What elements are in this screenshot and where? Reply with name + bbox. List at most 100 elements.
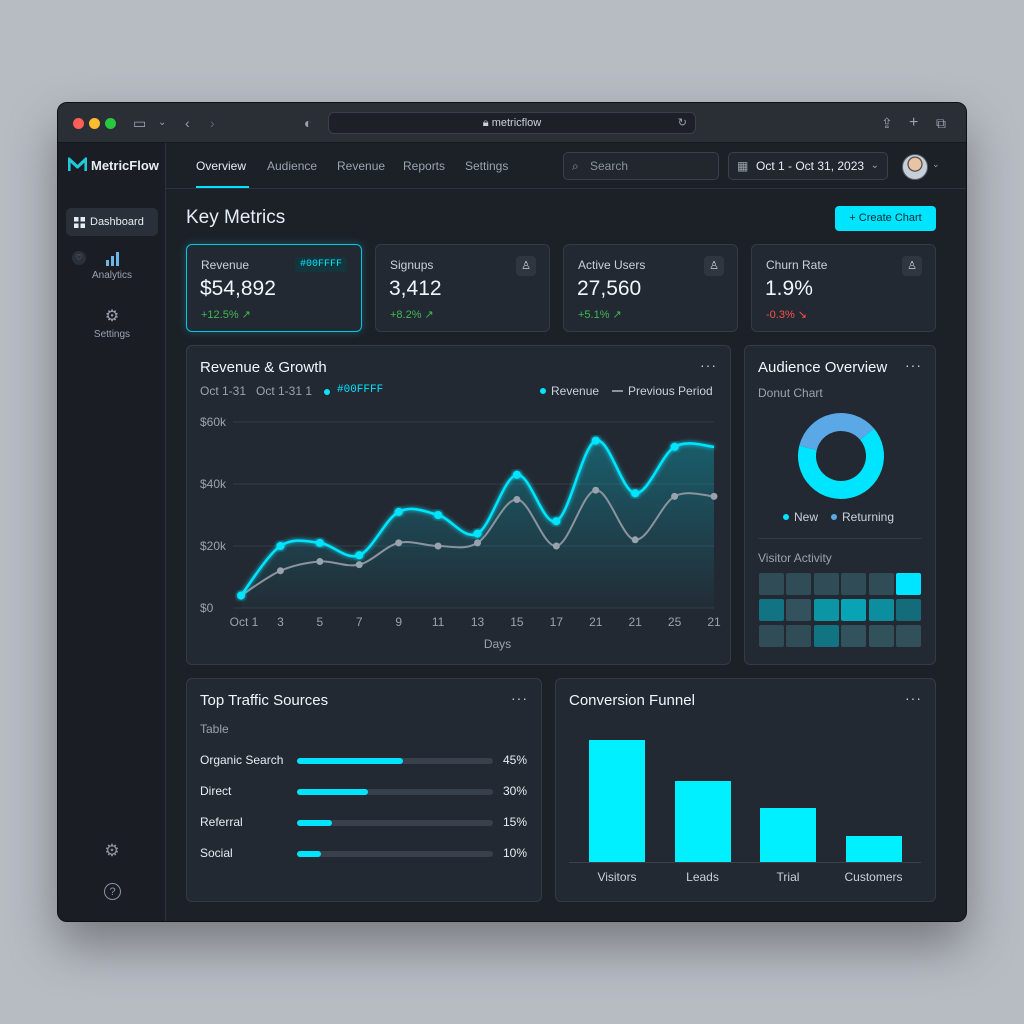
x-tick-label: 15 (510, 615, 524, 629)
legend-returning[interactable]: Returning (831, 510, 894, 524)
data-point-previous[interactable] (395, 539, 403, 547)
chevron-down-icon[interactable]: ⌄ (158, 117, 167, 128)
heatmap-cell[interactable] (786, 625, 812, 647)
sidebar-toggle-icon[interactable]: ▭ (133, 115, 147, 131)
forward-icon[interactable]: › (210, 115, 215, 131)
reload-icon[interactable]: ↻ (677, 117, 687, 129)
privacy-shield-icon[interactable]: ◐ (304, 115, 313, 131)
active-tab-indicator (196, 186, 249, 188)
heatmap-cell[interactable] (841, 625, 867, 647)
sidebar: MetricFlow Dashboard ♡ Analytics ⚙ Setti… (58, 143, 166, 921)
minimize-window-button[interactable] (89, 118, 100, 129)
donut-slice-new[interactable] (798, 428, 884, 499)
legend-revenue[interactable]: Revenue (540, 384, 599, 398)
help-icon[interactable]: ? (104, 883, 121, 900)
data-point-revenue[interactable] (591, 436, 600, 445)
donut-slice-returning[interactable] (799, 413, 874, 451)
new-tab-icon[interactable]: + (909, 114, 919, 131)
kpi-delta: +5.1% ↗ (578, 309, 622, 321)
data-point-revenue[interactable] (552, 517, 561, 526)
heatmap-cell[interactable] (813, 573, 839, 595)
heatmap-cell[interactable] (868, 573, 894, 595)
heatmap-cell[interactable] (813, 625, 839, 647)
data-point-previous[interactable] (276, 567, 284, 575)
data-point-previous[interactable] (592, 486, 600, 494)
user-icon: ♙ (516, 256, 536, 276)
funnel-bar-customers[interactable] (845, 836, 902, 862)
data-point-revenue[interactable] (670, 442, 679, 451)
legend-swatch (831, 514, 837, 520)
data-point-previous[interactable] (474, 539, 481, 547)
data-point-previous[interactable] (513, 496, 521, 503)
heatmap-cell[interactable] (841, 573, 867, 595)
data-point-previous[interactable] (355, 561, 363, 569)
tab-settings[interactable]: Settings (465, 159, 509, 173)
tab-revenue[interactable]: Revenue (337, 159, 386, 173)
heatmap-cell[interactable] (896, 573, 921, 595)
address-bar[interactable]: 🔒︎ metricflow ↻ (328, 112, 696, 134)
data-point-revenue[interactable] (276, 542, 285, 550)
close-window-button[interactable] (73, 118, 84, 129)
heatmap-cell[interactable] (759, 625, 784, 647)
back-icon[interactable]: ‹ (185, 115, 190, 131)
revenue-line-chart: $0 $20k $40k $60k Oct 1 3 5 7 9 11 13 15 17 21 21 25 21 D… (200, 415, 721, 651)
data-point-revenue[interactable] (434, 511, 443, 519)
user-avatar[interactable] (902, 154, 928, 180)
heatmap-cell[interactable] (896, 625, 921, 647)
heatmap-cell[interactable] (896, 599, 921, 621)
tab-audience[interactable]: Audience (267, 159, 318, 173)
heatmap-cell[interactable] (759, 599, 784, 621)
kpi-card-revenue[interactable]: Revenue #00FFFF $54,892 +12.5% ↗ (186, 244, 362, 332)
tab-overview[interactable]: Overview (196, 159, 247, 173)
kpi-label: Signups (390, 258, 434, 272)
data-point-revenue[interactable] (473, 529, 482, 538)
funnel-bar-visitors[interactable] (589, 740, 645, 862)
heatmap-cell[interactable] (813, 599, 839, 621)
kpi-card-active-users[interactable]: Active Users ♙ 27,560 +5.1% ↗ (563, 244, 738, 332)
data-point-revenue[interactable] (512, 470, 521, 479)
heatmap-cell[interactable] (786, 599, 812, 621)
legend-new[interactable]: New (783, 510, 818, 524)
sidebar-item-settings[interactable]: ⚙ Settings (58, 308, 166, 340)
data-point-previous[interactable] (552, 542, 560, 550)
heatmap-cell[interactable] (868, 599, 894, 621)
data-point-previous[interactable] (434, 542, 442, 550)
heatmap-cell[interactable] (759, 573, 784, 595)
data-point-previous[interactable] (316, 558, 324, 565)
data-point-previous[interactable] (710, 492, 718, 500)
data-point-revenue[interactable] (631, 489, 640, 498)
x-tick-label: 9 (395, 615, 402, 629)
share-icon[interactable]: ⇪ (881, 115, 893, 131)
kpi-card-signups[interactable]: Signups ♙ 3,412 +8.2% ↗ (375, 244, 550, 332)
data-point-revenue[interactable] (315, 538, 324, 547)
more-options-icon[interactable]: ··· (905, 690, 922, 706)
data-point-revenue[interactable] (237, 591, 245, 600)
kpi-card-churn-rate[interactable]: Churn Rate ♙ 1.9% -0.3% ↘ (751, 244, 936, 332)
more-options-icon[interactable]: ··· (511, 690, 528, 706)
data-point-previous[interactable] (631, 536, 639, 544)
brand[interactable]: MetricFlow (68, 157, 159, 173)
data-point-revenue[interactable] (355, 551, 364, 560)
more-options-icon[interactable]: ··· (905, 357, 922, 373)
more-options-icon[interactable]: ··· (700, 357, 717, 373)
heatmap-cell[interactable] (841, 599, 867, 621)
legend-previous-period[interactable]: Previous Period (612, 384, 713, 398)
funnel-bar-leads[interactable] (674, 781, 731, 862)
heatmap-cell[interactable] (868, 625, 894, 647)
funnel-bar-trial[interactable] (760, 808, 816, 862)
sidebar-item-dashboard[interactable]: Dashboard (66, 208, 158, 236)
gear-icon[interactable]: ⚙ (104, 841, 120, 860)
sidebar-item-analytics[interactable]: Analytics (58, 251, 166, 281)
chevron-down-icon[interactable]: ⌄ (932, 159, 940, 169)
maximize-window-button[interactable] (105, 118, 116, 129)
tabs-overview-icon[interactable]: ⧉ (936, 115, 946, 131)
heatmap-cell[interactable] (786, 573, 812, 595)
data-point-revenue[interactable] (394, 507, 403, 516)
x-tick-label: 3 (277, 615, 284, 629)
search-input[interactable]: ⌕ Search (563, 152, 719, 180)
grid-icon (74, 216, 85, 228)
date-range-picker[interactable]: ▦ Oct 1 - Oct 31, 2023 ⌄ (728, 152, 888, 180)
tab-reports[interactable]: Reports (403, 159, 446, 173)
data-point-previous[interactable] (671, 492, 679, 500)
create-chart-button[interactable]: + Create Chart (835, 206, 936, 231)
